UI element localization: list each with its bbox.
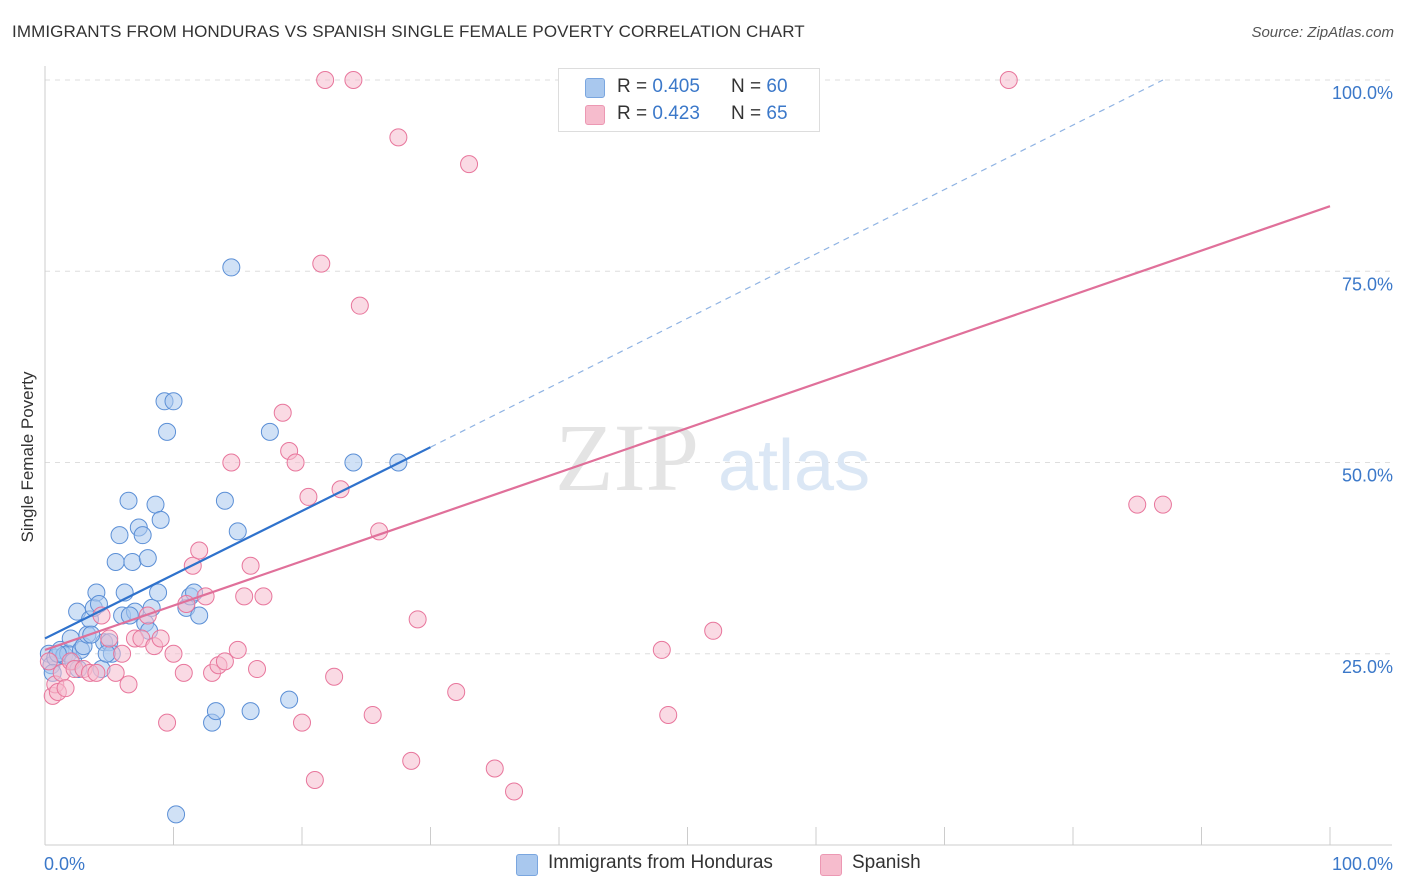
point-spanish-13 xyxy=(106,663,125,682)
point-spanish-36 xyxy=(254,587,273,606)
point-spanish-46 xyxy=(344,71,363,89)
y-tick-label-3: 100.0% xyxy=(1332,83,1393,103)
point-spanish-55 xyxy=(485,759,504,778)
point-spanish-54 xyxy=(460,155,479,174)
point-honduras-28 xyxy=(133,526,152,545)
point-spanish-37 xyxy=(273,403,292,422)
watermark-zip: ZIP xyxy=(555,404,699,511)
point-honduras-47 xyxy=(228,522,247,541)
point-honduras-36 xyxy=(158,422,177,441)
point-spanish-43 xyxy=(312,254,331,273)
point-spanish-47 xyxy=(350,296,369,315)
point-honduras-57 xyxy=(97,644,116,663)
point-honduras-30 xyxy=(138,549,157,568)
y-tick-label-1: 50.0% xyxy=(1342,466,1393,486)
point-spanish-15 xyxy=(119,675,138,694)
point-spanish-14 xyxy=(113,644,132,663)
point-honduras-20 xyxy=(106,552,125,571)
trend-line-honduras-extension xyxy=(430,79,1164,448)
point-spanish-44 xyxy=(325,667,344,686)
point-spanish-22 xyxy=(164,644,183,663)
point-spanish-31 xyxy=(222,453,241,472)
bottom-legend-swatch-honduras xyxy=(516,854,538,876)
point-spanish-62 xyxy=(1128,495,1147,514)
tick-labels: 25.0% 50.0% 75.0% 100.0% 0.0% 100.0% xyxy=(44,83,1393,874)
point-spanish-40 xyxy=(293,713,311,732)
trend-lines xyxy=(44,79,1331,651)
point-spanish-30 xyxy=(215,652,234,671)
gridlines xyxy=(45,79,1392,655)
point-spanish-63 xyxy=(1153,495,1172,514)
point-spanish-35 xyxy=(248,660,267,679)
point-honduras-33 xyxy=(149,583,168,602)
point-honduras-45 xyxy=(215,491,234,510)
legend-row-spanish: R = 0.423 N = 65 xyxy=(559,101,819,127)
axes xyxy=(44,66,1392,846)
x-tick-label-1: 100.0% xyxy=(1332,854,1393,874)
point-honduras-25 xyxy=(123,552,142,571)
point-spanish-56 xyxy=(505,782,524,801)
point-spanish-33 xyxy=(235,587,254,606)
point-honduras-50 xyxy=(280,690,299,709)
point-spanish-64 xyxy=(316,71,335,89)
data-points xyxy=(39,71,1172,824)
point-honduras-49 xyxy=(260,422,279,441)
chart-title: IMMIGRANTS FROM HONDURAS VS SPANISH SING… xyxy=(12,22,805,41)
point-spanish-58 xyxy=(659,705,678,724)
point-spanish-21 xyxy=(158,713,177,732)
point-honduras-44 xyxy=(206,702,225,721)
point-spanish-52 xyxy=(408,610,427,629)
point-spanish-0 xyxy=(39,652,58,671)
point-spanish-23 xyxy=(174,663,193,682)
point-spanish-39 xyxy=(286,453,305,472)
y-axis-label: Single Female Poverty xyxy=(18,371,37,543)
stats-legend: R = 0.405 N = 60 R = 0.423 N = 65 xyxy=(558,68,820,132)
point-spanish-51 xyxy=(402,751,421,770)
bottom-legend-label-spanish: Spanish xyxy=(852,852,921,873)
legend-r-spanish: R = 0.423 xyxy=(617,103,700,124)
legend-row-honduras: R = 0.405 N = 60 xyxy=(559,74,819,100)
point-spanish-57 xyxy=(652,640,671,659)
point-honduras-37 xyxy=(164,392,183,411)
point-honduras-21 xyxy=(110,526,129,545)
point-honduras-32 xyxy=(146,495,165,514)
point-spanish-26 xyxy=(190,541,209,560)
point-spanish-59 xyxy=(704,621,723,640)
y-tick-label-0: 25.0% xyxy=(1342,657,1393,677)
point-spanish-34 xyxy=(241,556,260,575)
trend-line-spanish xyxy=(44,205,1331,651)
point-honduras-34 xyxy=(151,510,170,529)
point-spanish-42 xyxy=(305,770,324,789)
point-honduras-38 xyxy=(167,805,186,824)
point-spanish-48 xyxy=(363,705,382,724)
legend-swatch-honduras xyxy=(585,78,605,98)
point-spanish-61 xyxy=(999,71,1018,89)
point-honduras-42 xyxy=(190,606,209,625)
point-spanish-50 xyxy=(389,128,408,147)
watermark-atlas: atlas xyxy=(718,426,870,506)
bottom-legend-swatch-spanish xyxy=(820,854,842,876)
point-spanish-5 xyxy=(56,679,75,698)
trend-line-honduras xyxy=(44,446,431,640)
point-spanish-32 xyxy=(228,640,247,659)
watermark: ZIP atlas xyxy=(555,404,870,511)
point-spanish-10 xyxy=(87,663,106,682)
legend-r-honduras: R = 0.405 xyxy=(617,76,700,97)
point-honduras-51 xyxy=(344,453,363,472)
bottom-legend-label-honduras: Immigrants from Honduras xyxy=(548,852,773,873)
point-spanish-41 xyxy=(299,487,318,506)
point-spanish-20 xyxy=(151,629,170,648)
x-tick-label-0: 0.0% xyxy=(44,854,85,874)
point-spanish-12 xyxy=(100,629,119,648)
y-tick-label-2: 75.0% xyxy=(1342,274,1393,294)
point-honduras-24 xyxy=(119,491,138,510)
point-spanish-53 xyxy=(447,683,466,701)
legend-swatch-spanish xyxy=(585,105,605,125)
legend-n-honduras: N = 60 xyxy=(731,76,788,97)
point-honduras-48 xyxy=(241,702,260,721)
point-honduras-46 xyxy=(222,258,241,277)
source-label: Source: ZipAtlas.com xyxy=(1251,24,1394,41)
legend-n-spanish: N = 65 xyxy=(731,103,788,124)
